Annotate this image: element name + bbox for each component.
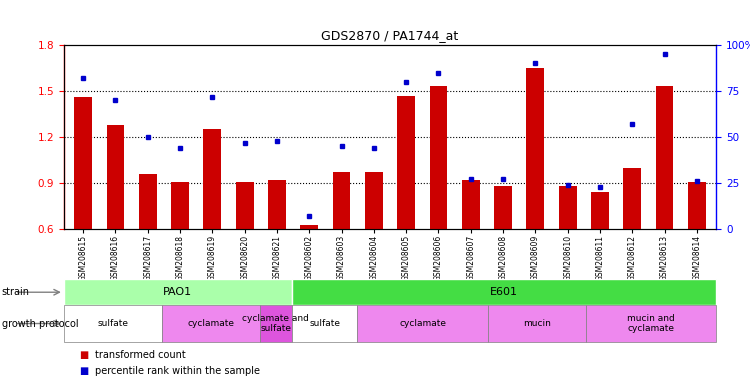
- Bar: [162, 305, 260, 342]
- Bar: [591, 192, 609, 229]
- Text: E601: E601: [490, 287, 518, 297]
- Bar: [64, 279, 292, 305]
- Bar: [526, 68, 544, 229]
- Bar: [292, 279, 716, 305]
- Text: cyclamate: cyclamate: [187, 319, 234, 328]
- Bar: [559, 186, 577, 229]
- Bar: [203, 129, 221, 229]
- Bar: [586, 305, 716, 342]
- Bar: [488, 305, 586, 342]
- Text: strain: strain: [2, 287, 29, 297]
- Bar: [74, 97, 92, 229]
- Text: cyclamate and
sulfate: cyclamate and sulfate: [242, 314, 309, 333]
- Text: sulfate: sulfate: [309, 319, 340, 328]
- Bar: [64, 305, 162, 342]
- Bar: [688, 182, 706, 229]
- Bar: [430, 86, 447, 229]
- Bar: [656, 86, 674, 229]
- Bar: [333, 172, 350, 229]
- Text: sulfate: sulfate: [98, 319, 128, 328]
- Text: ■: ■: [79, 349, 88, 360]
- Bar: [292, 305, 357, 342]
- Text: percentile rank within the sample: percentile rank within the sample: [95, 366, 260, 376]
- Bar: [623, 168, 641, 229]
- Bar: [398, 96, 415, 229]
- Text: cyclamate: cyclamate: [399, 319, 446, 328]
- Bar: [365, 172, 382, 229]
- Text: mucin and
cyclamate: mucin and cyclamate: [627, 314, 675, 333]
- Text: PAO1: PAO1: [164, 287, 193, 297]
- Text: ■: ■: [79, 366, 88, 376]
- Bar: [357, 305, 488, 342]
- Bar: [462, 180, 480, 229]
- Text: mucin: mucin: [523, 319, 550, 328]
- Bar: [236, 182, 254, 229]
- Bar: [494, 186, 512, 229]
- Bar: [260, 305, 292, 342]
- Bar: [106, 125, 124, 229]
- Text: transformed count: transformed count: [95, 349, 186, 360]
- Bar: [300, 225, 318, 229]
- Text: growth protocol: growth protocol: [2, 318, 78, 329]
- Bar: [139, 174, 157, 229]
- Bar: [268, 180, 286, 229]
- Bar: [171, 182, 189, 229]
- Title: GDS2870 / PA1744_at: GDS2870 / PA1744_at: [321, 29, 458, 42]
